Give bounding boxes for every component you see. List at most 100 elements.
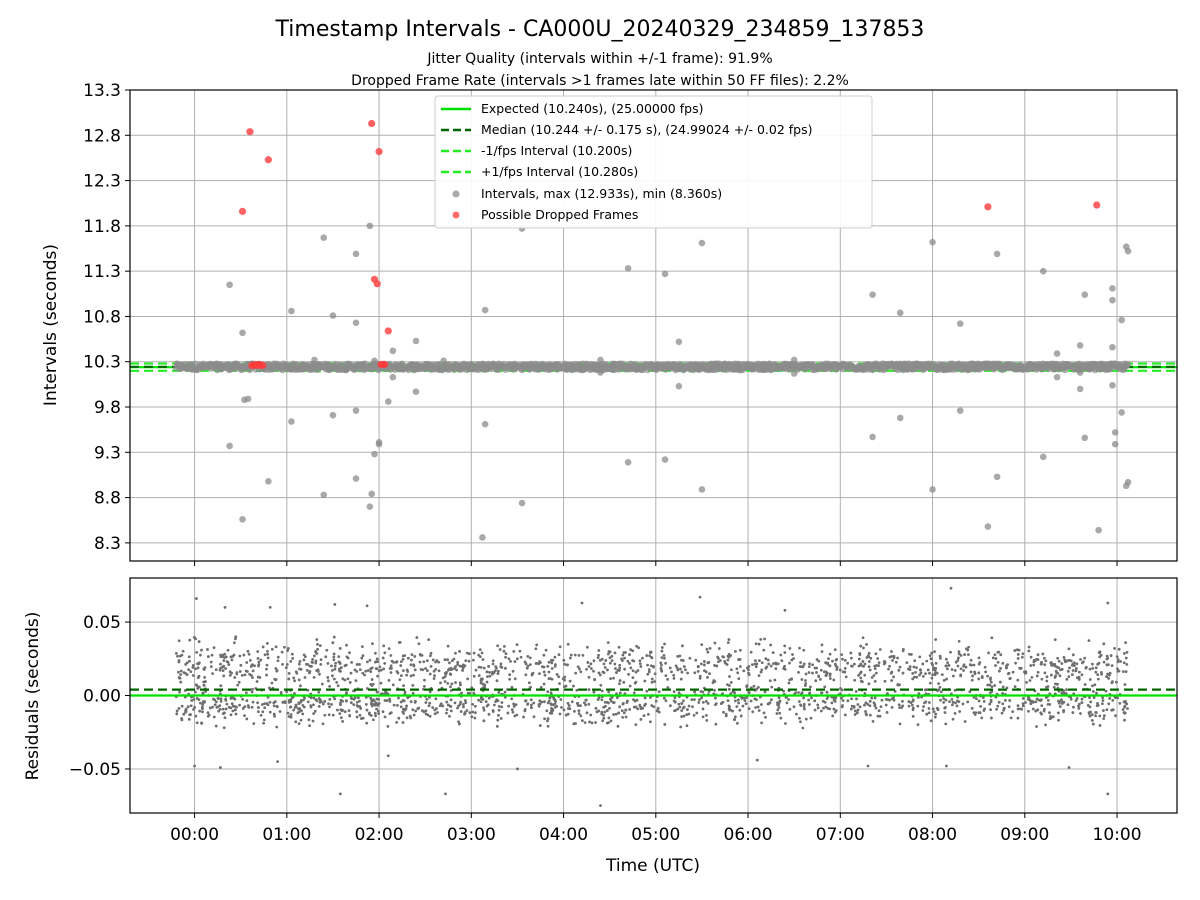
interval-point <box>239 516 246 523</box>
residual-point <box>472 658 475 662</box>
residual-point <box>293 692 296 695</box>
residual-point <box>660 663 663 667</box>
residual-point <box>620 709 624 712</box>
residual-point <box>949 650 952 654</box>
residual-point <box>702 663 706 667</box>
residual-point <box>422 710 426 714</box>
residual-point <box>749 699 753 703</box>
residual-point <box>639 718 643 721</box>
residual-point <box>263 702 267 706</box>
residual-point <box>245 717 249 721</box>
residual-point <box>199 701 202 705</box>
residual-point <box>368 711 371 715</box>
residual-point <box>1060 691 1064 695</box>
residual-point <box>559 698 563 701</box>
residual-point <box>308 664 312 668</box>
residual-point <box>422 660 426 664</box>
residual-point <box>701 701 705 704</box>
residual-point <box>610 696 614 699</box>
residual-point <box>196 662 199 666</box>
residual-point <box>615 671 618 674</box>
residual-point <box>682 714 686 718</box>
residual-point <box>563 678 566 682</box>
residual-point <box>795 712 798 716</box>
residual-point <box>360 656 364 660</box>
residual-point <box>1113 646 1116 650</box>
residual-point <box>363 673 366 677</box>
residual-point <box>942 700 946 704</box>
residual-point <box>336 708 339 712</box>
residual-point <box>984 670 988 674</box>
residual-point <box>913 659 917 663</box>
residual-point <box>339 716 343 720</box>
residual-point <box>621 653 625 657</box>
residual-point <box>458 649 461 653</box>
residual-point <box>231 709 235 713</box>
residual-point <box>1062 656 1066 659</box>
residual-point <box>478 648 482 652</box>
residual-point <box>201 700 205 704</box>
residual-point <box>542 653 546 657</box>
residual-point <box>1049 716 1053 720</box>
interval-point <box>352 475 360 482</box>
residual-point <box>385 699 389 702</box>
residual-point <box>731 709 735 713</box>
residual-point <box>358 668 362 672</box>
residual-point <box>896 656 899 660</box>
residual-point <box>1046 698 1050 702</box>
residual-point <box>754 659 757 663</box>
residual-point <box>328 684 332 688</box>
residual-point <box>289 713 293 717</box>
residual-point <box>957 656 960 660</box>
residual-point <box>257 706 260 709</box>
residual-point <box>715 664 719 668</box>
residual-point <box>624 651 627 654</box>
residual-point <box>1116 658 1120 661</box>
interval-point <box>993 473 1001 481</box>
residual-point <box>973 670 976 674</box>
residual-point <box>697 701 701 704</box>
residual-point <box>487 712 491 716</box>
residual-point <box>639 705 643 709</box>
residual-point <box>230 702 234 706</box>
residual-point <box>319 662 323 666</box>
residual-point <box>708 672 711 676</box>
residual-point <box>1062 700 1066 704</box>
residual-point <box>999 667 1002 670</box>
residual-point <box>801 665 805 669</box>
residual-point <box>402 684 405 688</box>
residual-point <box>980 716 984 720</box>
residual-point <box>338 667 341 671</box>
dropped-frame-point <box>381 360 389 369</box>
residual-point <box>932 710 936 714</box>
residual-point <box>577 712 581 716</box>
residual-point <box>804 672 808 676</box>
residual-point <box>374 660 378 664</box>
residual-point <box>223 716 227 720</box>
residual-point <box>946 661 950 665</box>
residual-point <box>222 659 226 662</box>
residual-point <box>810 696 813 700</box>
residual-point <box>755 698 758 702</box>
residual-point <box>835 658 838 661</box>
residual-point <box>370 704 374 708</box>
residual-point <box>1066 669 1070 673</box>
residual-point <box>982 699 986 703</box>
residual-point <box>405 716 409 720</box>
residual-point <box>552 696 555 700</box>
residual-point <box>939 690 943 694</box>
residual-point <box>713 664 716 667</box>
residual-point <box>413 668 417 672</box>
residual-point <box>179 669 183 673</box>
residual-point <box>1123 705 1126 709</box>
residual-point <box>298 684 302 688</box>
legend-median-label: Median (10.244 +/- 0.175 s), (24.99024 +… <box>481 122 812 137</box>
residual-point <box>199 653 202 657</box>
residual-point <box>585 711 589 715</box>
residual-point <box>361 671 365 675</box>
residual-point <box>705 719 709 722</box>
residual-point <box>437 660 441 664</box>
intervals-y-tick-label: 12.8 <box>83 126 121 146</box>
residual-point <box>1036 670 1040 674</box>
residual-point <box>946 667 949 671</box>
